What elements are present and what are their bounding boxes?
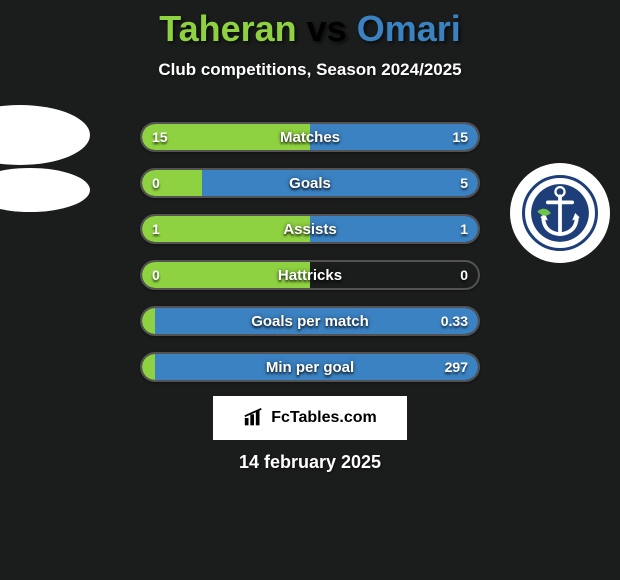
stat-label: Goals per match <box>142 308 478 334</box>
page-title: Taheran vs Omari <box>0 0 620 50</box>
brand-text: FcTables.com <box>271 409 377 427</box>
stats-bars-container: 1515Matches 05Goals 11Assists 00Hattricks 0.… <box>140 122 480 398</box>
stat-label: Goals <box>142 170 478 196</box>
player2-club-crest <box>510 163 610 263</box>
stat-label: Assists <box>142 216 478 242</box>
stat-bar: 297Min per goal <box>140 352 480 382</box>
player1-avatar-placeholder-2 <box>0 168 90 212</box>
player1-avatar-placeholder <box>0 105 90 165</box>
anchor-crest-icon <box>522 175 598 251</box>
stat-label: Min per goal <box>142 354 478 380</box>
player1-name: Taheran <box>159 8 296 49</box>
stat-label: Matches <box>142 124 478 150</box>
subtitle: Club competitions, Season 2024/2025 <box>0 60 620 80</box>
player2-name: Omari <box>357 8 461 49</box>
bars-logo-icon <box>243 407 265 429</box>
brand-badge: FcTables.com <box>213 396 407 440</box>
stat-bar: 0.33Goals per match <box>140 306 480 336</box>
stat-label: Hattricks <box>142 262 478 288</box>
stat-bar: 00Hattricks <box>140 260 480 290</box>
stat-bar: 1515Matches <box>140 122 480 152</box>
stat-bar: 11Assists <box>140 214 480 244</box>
stat-bar: 05Goals <box>140 168 480 198</box>
date-label: 14 february 2025 <box>0 452 620 473</box>
vs-separator: vs <box>297 8 357 49</box>
